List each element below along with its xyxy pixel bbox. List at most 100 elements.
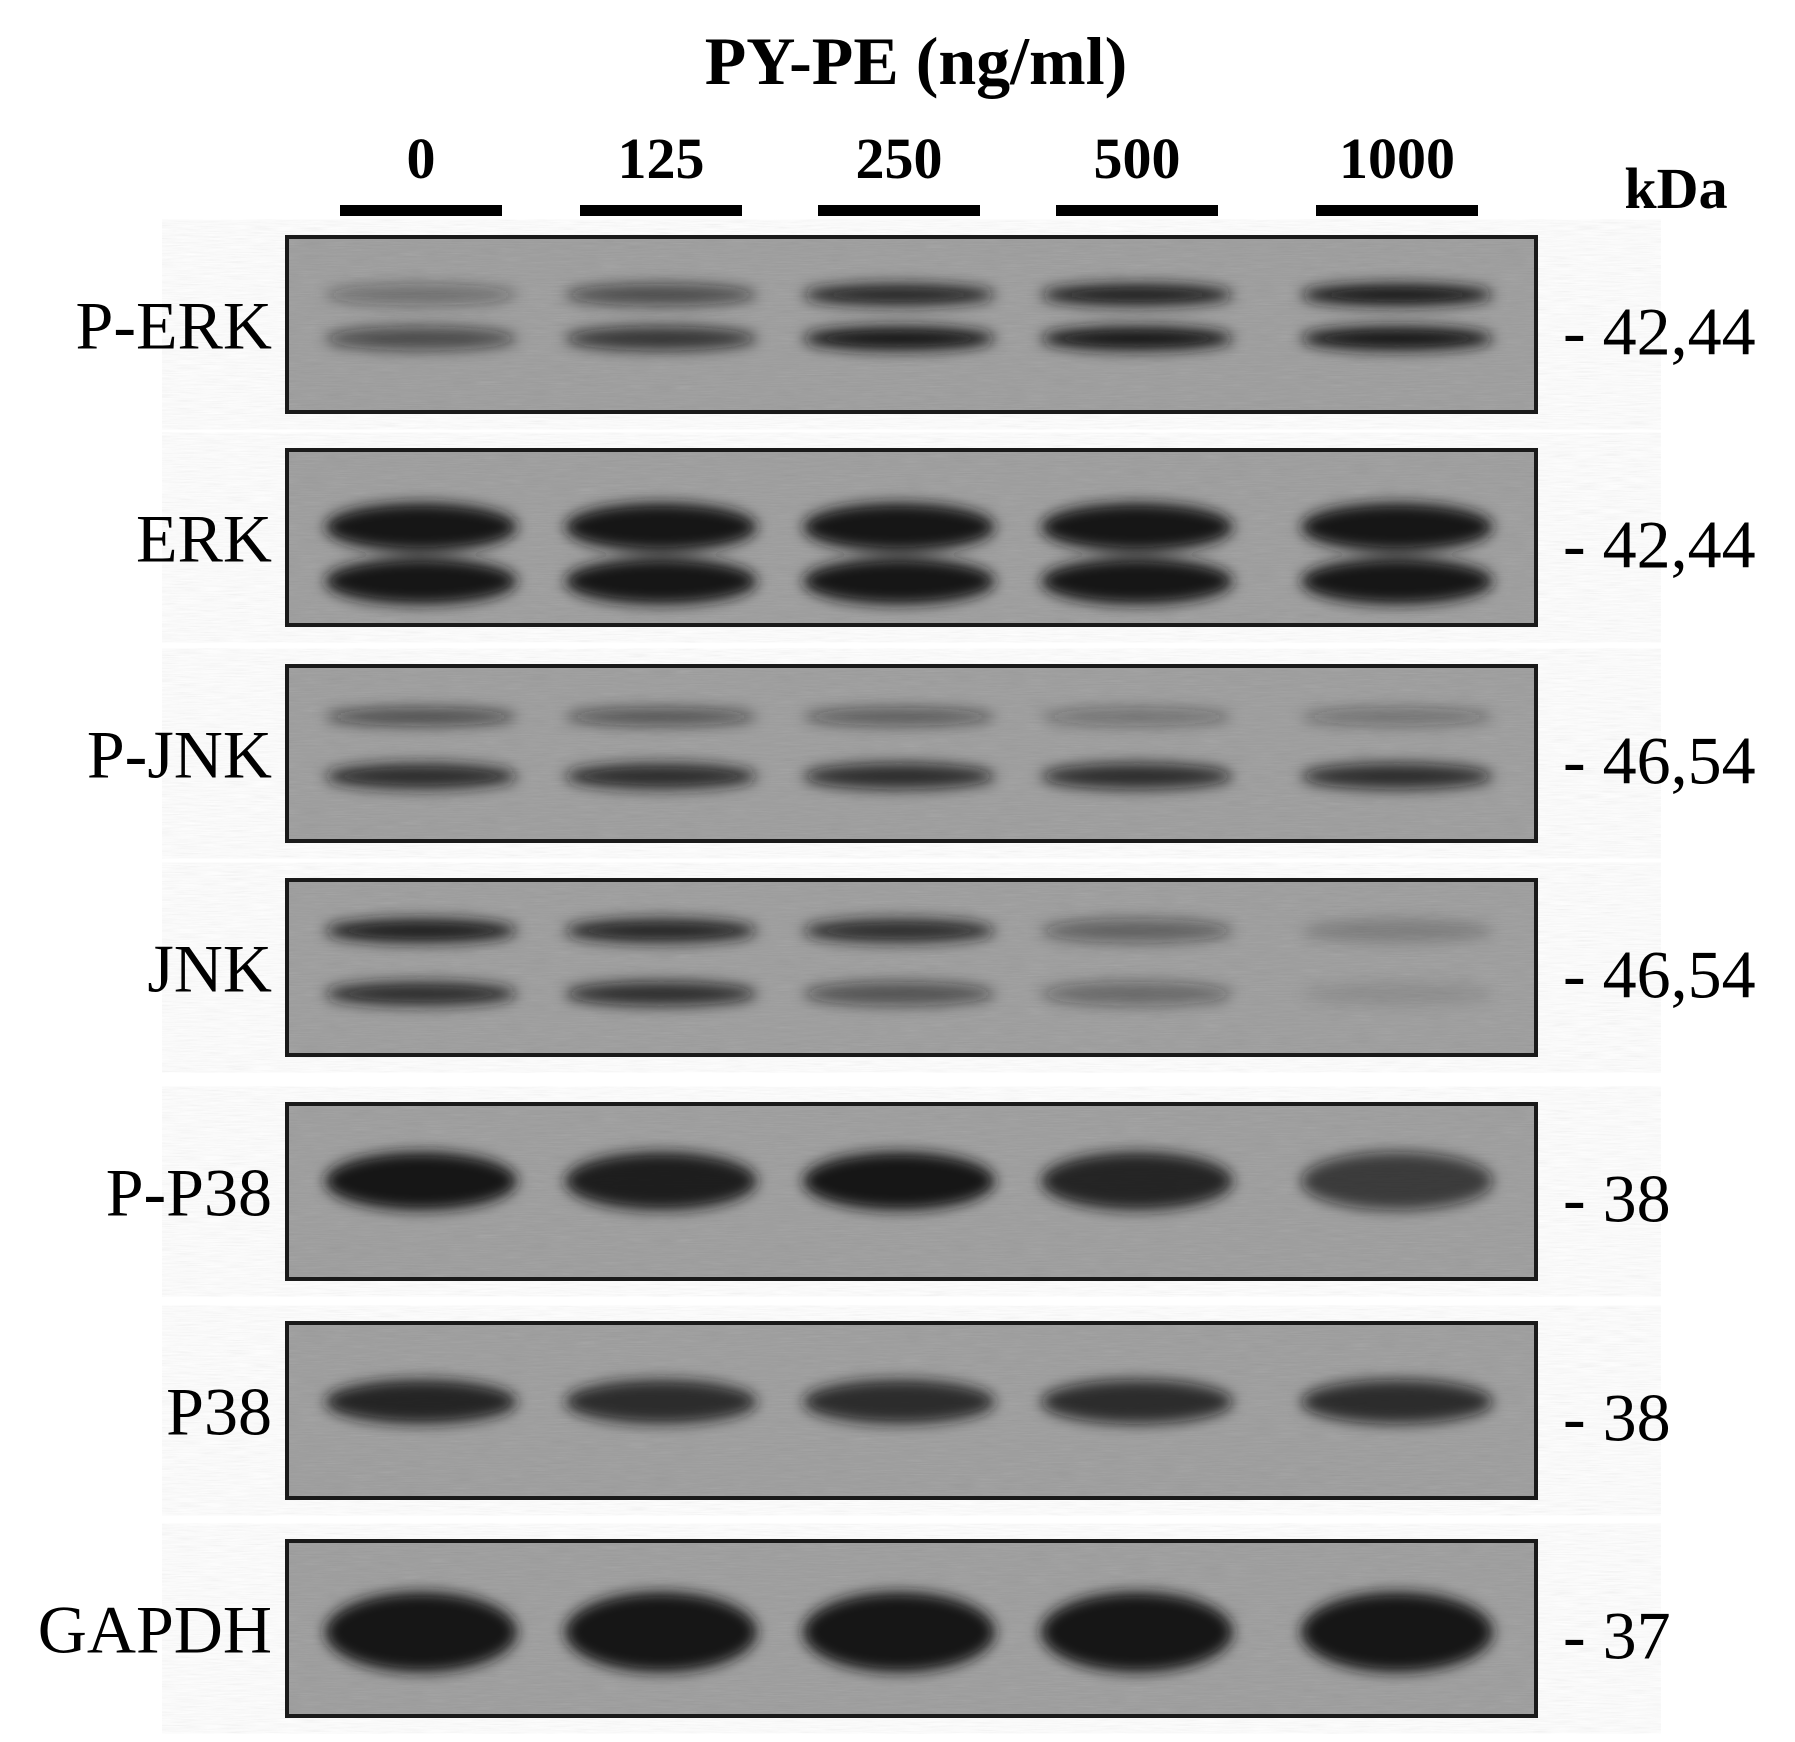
membrane-texture <box>287 880 1536 1055</box>
blot-panel-p-jnk: P-JNK - 46,54 <box>87 664 1756 843</box>
molecular-weight-label: - 46,54 <box>1563 723 1756 799</box>
protein-band <box>565 503 757 551</box>
blot-panel-jnk: JNK - 46,54 <box>147 878 1756 1057</box>
protein-band <box>325 981 517 1006</box>
panel-border <box>285 1539 1538 1718</box>
blot-panel-p-p38: P-P38 - 38 <box>106 1102 1671 1281</box>
lane-bar <box>1056 205 1218 216</box>
lane-bar <box>340 205 502 216</box>
protein-label: ERK <box>136 501 272 577</box>
protein-band <box>803 1592 995 1672</box>
lane-bar <box>580 205 742 216</box>
protein-band <box>325 1592 517 1672</box>
protein-band <box>1301 326 1493 351</box>
panel-border <box>285 448 1538 627</box>
protein-band <box>803 326 995 351</box>
protein-band <box>1041 981 1233 1006</box>
lane-label: 250 <box>856 126 943 191</box>
protein-band <box>1301 1379 1493 1424</box>
protein-label: P-ERK <box>76 288 272 364</box>
blot-panel-p38: P38 - 38 <box>166 1321 1671 1500</box>
protein-band <box>1041 1592 1233 1672</box>
lane-bar <box>818 205 980 216</box>
protein-band <box>325 283 517 306</box>
protein-band <box>1301 503 1493 551</box>
blot-panel-gapdh: GAPDH - 37 <box>38 1539 1671 1718</box>
protein-band <box>325 326 517 351</box>
protein-band <box>325 707 517 726</box>
protein-band <box>803 918 995 943</box>
membrane-texture <box>287 666 1536 841</box>
treatment-title: PY-PE (ng/ml) <box>705 23 1127 99</box>
panel-border <box>285 1102 1538 1281</box>
protein-band <box>1301 1592 1493 1672</box>
blot-panel-p-erk: P-ERK - 42,44 <box>76 235 1756 414</box>
protein-band <box>803 707 995 726</box>
protein-label: P38 <box>166 1374 272 1450</box>
protein-band <box>1301 763 1493 790</box>
protein-band <box>565 1152 757 1210</box>
panel-border <box>285 664 1538 843</box>
lane-label: 500 <box>1094 126 1181 191</box>
blot-panel-erk: ERK - 42,44 <box>136 448 1756 627</box>
molecular-weight-label: - 42,44 <box>1563 294 1756 370</box>
protein-band <box>565 1592 757 1672</box>
protein-band <box>1301 283 1493 306</box>
protein-label: GAPDH <box>38 1592 272 1668</box>
protein-band <box>1041 558 1233 605</box>
protein-band <box>565 918 757 943</box>
lane-label: 1000 <box>1339 126 1455 191</box>
protein-band <box>1041 763 1233 790</box>
protein-band <box>803 283 995 306</box>
protein-band <box>803 981 995 1006</box>
protein-band <box>803 763 995 790</box>
lane-label: 125 <box>618 126 705 191</box>
protein-band <box>565 1379 757 1424</box>
protein-band <box>325 918 517 943</box>
kda-unit-label: kDa <box>1624 156 1727 221</box>
protein-band <box>325 558 517 605</box>
protein-label: P-JNK <box>87 717 272 793</box>
protein-band <box>1041 1379 1233 1424</box>
molecular-weight-label: - 42,44 <box>1563 507 1756 583</box>
molecular-weight-label: - 38 <box>1563 1380 1671 1456</box>
molecular-weight-label: - 46,54 <box>1563 937 1756 1013</box>
protein-band <box>565 707 757 726</box>
protein-band <box>565 326 757 351</box>
protein-band <box>325 763 517 790</box>
protein-band <box>1041 326 1233 351</box>
protein-band <box>1041 707 1233 726</box>
protein-band <box>803 1152 995 1210</box>
protein-band <box>565 981 757 1006</box>
protein-band <box>1041 918 1233 943</box>
lane-bar <box>1316 205 1478 216</box>
protein-label: JNK <box>147 931 272 1007</box>
protein-band <box>1041 503 1233 551</box>
panel-border <box>285 1321 1538 1500</box>
protein-band <box>1301 1152 1493 1210</box>
protein-band <box>1301 707 1493 726</box>
protein-band <box>1041 1152 1233 1210</box>
protein-label: P-P38 <box>106 1155 272 1231</box>
panel-border <box>285 878 1538 1057</box>
panel-border <box>285 235 1538 414</box>
protein-band <box>803 558 995 605</box>
protein-band <box>565 283 757 306</box>
protein-band <box>1301 558 1493 605</box>
protein-band <box>325 1379 517 1424</box>
lane-label: 0 <box>407 126 436 191</box>
protein-band <box>1041 283 1233 306</box>
protein-band <box>325 1152 517 1210</box>
protein-band <box>565 558 757 605</box>
molecular-weight-label: - 38 <box>1563 1161 1671 1237</box>
molecular-weight-label: - 37 <box>1563 1598 1671 1674</box>
membrane-texture <box>287 237 1536 412</box>
protein-band <box>565 763 757 790</box>
protein-band <box>1301 981 1493 1006</box>
protein-band <box>803 503 995 551</box>
protein-band <box>803 1379 995 1424</box>
protein-band <box>325 503 517 551</box>
protein-band <box>1301 918 1493 943</box>
